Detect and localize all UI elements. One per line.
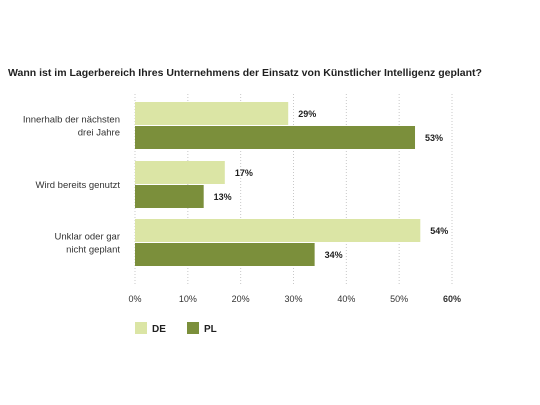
bar-de-2	[135, 219, 421, 242]
category-label: Innerhalb der nächsten	[23, 115, 120, 126]
category-labels: Innerhalb der nächsten drei Jahre Wird ber…	[23, 115, 121, 256]
x-axis-ticks: 0% 10% 20% 30% 40% 50% 60%	[128, 294, 461, 304]
bar-pl-1	[135, 185, 204, 208]
legend-swatch-de	[135, 322, 147, 334]
bar-pl-0	[135, 126, 416, 149]
bar-de-1	[135, 161, 225, 184]
category-label: nicht geplant	[66, 245, 120, 256]
x-tick-label: 20%	[232, 294, 250, 304]
category-label: drei Jahre	[78, 128, 120, 139]
legend-label-de: DE	[152, 324, 166, 335]
category-label: Wird bereits genutzt	[36, 180, 121, 191]
x-tick-label: 60%	[443, 294, 461, 304]
x-tick-label: 0%	[128, 294, 141, 304]
x-tick-label: 40%	[337, 294, 355, 304]
bars: 29% 53% 17% 13% 54% 34%	[135, 102, 448, 266]
x-tick-label: 10%	[179, 294, 197, 304]
bar-de-0	[135, 102, 289, 125]
x-tick-label: 30%	[284, 294, 302, 304]
data-label: 13%	[214, 192, 232, 202]
data-label: 34%	[325, 250, 343, 260]
legend-label-pl: PL	[204, 324, 217, 335]
legend: DE PL	[135, 322, 217, 335]
data-label: 53%	[425, 133, 443, 143]
data-label: 54%	[430, 226, 448, 236]
chart-title: Wann ist im Lagerbereich Ihres Unternehm…	[8, 67, 482, 79]
category-label: Unklar oder gar	[55, 232, 120, 243]
x-tick-label: 50%	[390, 294, 408, 304]
legend-swatch-pl	[187, 322, 199, 334]
data-label: 29%	[298, 109, 316, 119]
data-label: 17%	[235, 168, 253, 178]
bar-pl-2	[135, 243, 315, 266]
